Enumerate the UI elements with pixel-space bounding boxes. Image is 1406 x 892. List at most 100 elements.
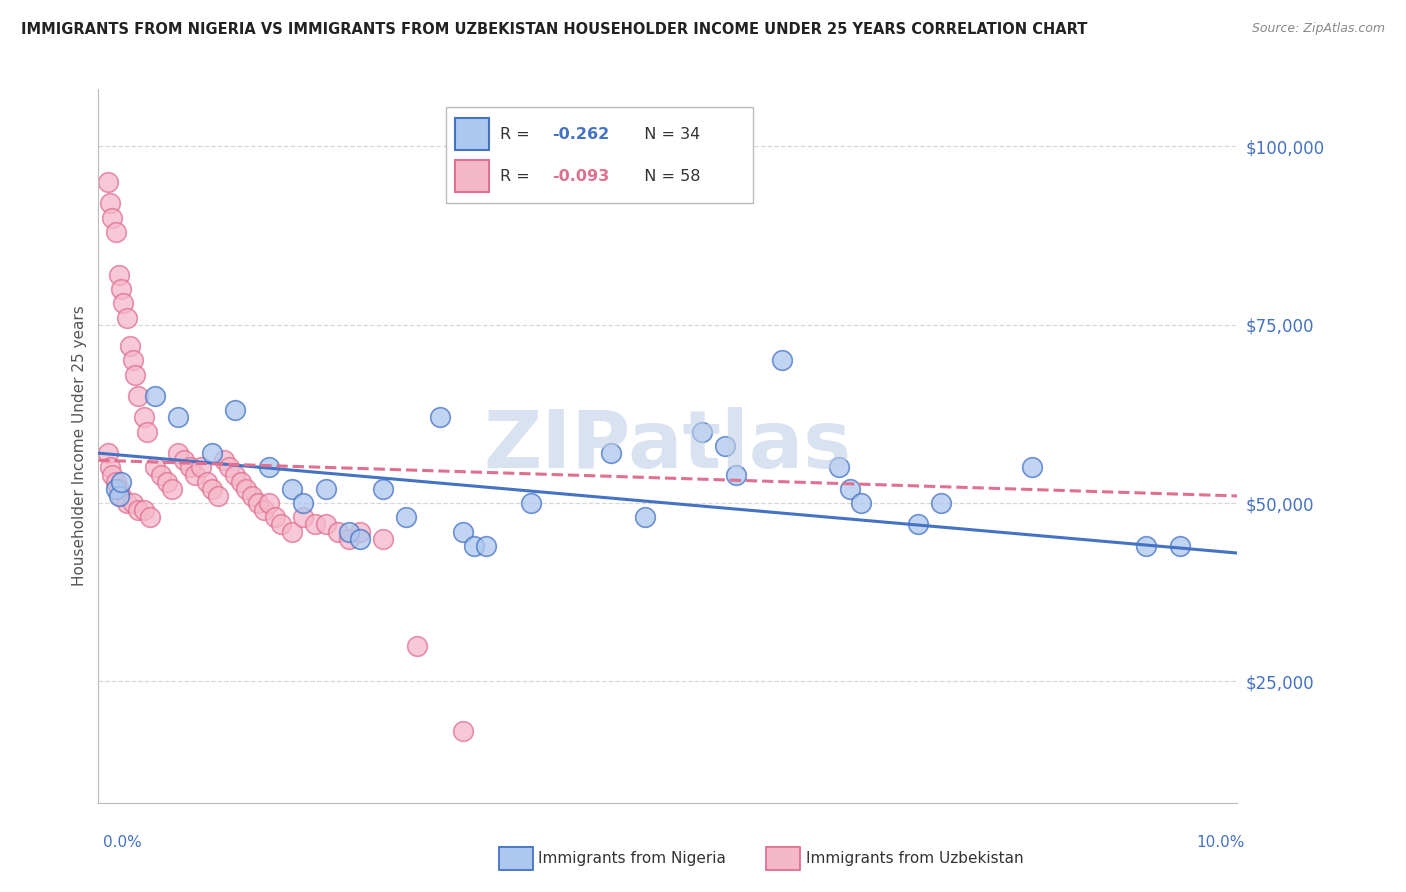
- Point: [96, 175, 118, 189]
- Point: [121, 353, 143, 368]
- Point: [96, 446, 118, 460]
- FancyBboxPatch shape: [446, 107, 754, 203]
- Point: [115, 310, 138, 325]
- Point: [167, 446, 190, 460]
- Y-axis label: Householder Income Under 25 years: Householder Income Under 25 years: [72, 306, 87, 586]
- Point: [851, 496, 873, 510]
- Point: [224, 467, 246, 482]
- Text: -0.262: -0.262: [551, 127, 609, 142]
- Point: [101, 467, 124, 482]
- Point: [136, 425, 159, 439]
- Point: [229, 475, 252, 489]
- Text: Immigrants from Uzbekistan: Immigrants from Uzbekistan: [806, 851, 1024, 865]
- Point: [520, 496, 543, 510]
- Point: [101, 211, 124, 225]
- Point: [201, 446, 224, 460]
- Point: [725, 467, 748, 482]
- Point: [828, 460, 851, 475]
- Point: [104, 475, 127, 489]
- Text: R =: R =: [501, 127, 536, 142]
- Point: [138, 510, 160, 524]
- Point: [145, 460, 167, 475]
- Text: Source: ZipAtlas.com: Source: ZipAtlas.com: [1251, 22, 1385, 36]
- Point: [132, 503, 155, 517]
- Point: [690, 425, 713, 439]
- Point: [1021, 460, 1043, 475]
- Point: [252, 503, 274, 517]
- Point: [395, 510, 418, 524]
- Point: [115, 496, 138, 510]
- Point: [207, 489, 229, 503]
- Text: IMMIGRANTS FROM NIGERIA VS IMMIGRANTS FROM UZBEKISTAN HOUSEHOLDER INCOME UNDER 2: IMMIGRANTS FROM NIGERIA VS IMMIGRANTS FR…: [21, 22, 1087, 37]
- Point: [281, 482, 304, 496]
- Point: [108, 268, 131, 282]
- Point: [371, 482, 394, 496]
- Point: [246, 496, 269, 510]
- Point: [190, 460, 212, 475]
- Point: [150, 467, 173, 482]
- Text: 0.0%: 0.0%: [103, 836, 142, 850]
- Point: [108, 482, 131, 496]
- Point: [337, 524, 360, 539]
- Point: [429, 410, 451, 425]
- Point: [463, 539, 485, 553]
- Point: [326, 524, 349, 539]
- Point: [98, 196, 121, 211]
- Point: [292, 496, 315, 510]
- Point: [110, 489, 132, 503]
- Text: R =: R =: [501, 169, 536, 184]
- Text: ZIPatlas: ZIPatlas: [484, 407, 852, 485]
- Point: [108, 489, 131, 503]
- Point: [349, 524, 371, 539]
- FancyBboxPatch shape: [456, 118, 489, 150]
- Point: [337, 532, 360, 546]
- Point: [292, 510, 315, 524]
- Point: [110, 282, 132, 296]
- Point: [770, 353, 793, 368]
- Point: [124, 368, 146, 382]
- Point: [634, 510, 657, 524]
- Point: [132, 410, 155, 425]
- Point: [162, 482, 184, 496]
- Point: [451, 524, 474, 539]
- Point: [474, 539, 496, 553]
- Point: [195, 475, 218, 489]
- Point: [259, 496, 281, 510]
- Point: [212, 453, 235, 467]
- Point: [121, 496, 143, 510]
- Point: [145, 389, 167, 403]
- Point: [839, 482, 862, 496]
- Point: [304, 517, 326, 532]
- Point: [714, 439, 737, 453]
- Point: [179, 460, 201, 475]
- Point: [929, 496, 952, 510]
- Point: [218, 460, 240, 475]
- Text: -0.093: -0.093: [551, 169, 609, 184]
- Point: [1135, 539, 1157, 553]
- Point: [264, 510, 287, 524]
- Text: N = 34: N = 34: [634, 127, 700, 142]
- Point: [127, 389, 149, 403]
- Point: [235, 482, 257, 496]
- Point: [406, 639, 429, 653]
- Point: [281, 524, 304, 539]
- Point: [240, 489, 263, 503]
- Point: [104, 482, 127, 496]
- Point: [315, 517, 337, 532]
- Point: [112, 296, 135, 310]
- Point: [120, 339, 142, 353]
- Point: [371, 532, 394, 546]
- Point: [270, 517, 292, 532]
- Point: [259, 460, 281, 475]
- Text: 10.0%: 10.0%: [1197, 836, 1244, 850]
- Point: [173, 453, 195, 467]
- Point: [167, 410, 190, 425]
- Point: [156, 475, 179, 489]
- Point: [451, 724, 474, 739]
- Point: [349, 532, 371, 546]
- FancyBboxPatch shape: [456, 161, 489, 193]
- Point: [600, 446, 623, 460]
- Point: [1170, 539, 1192, 553]
- Point: [127, 503, 149, 517]
- Point: [104, 225, 127, 239]
